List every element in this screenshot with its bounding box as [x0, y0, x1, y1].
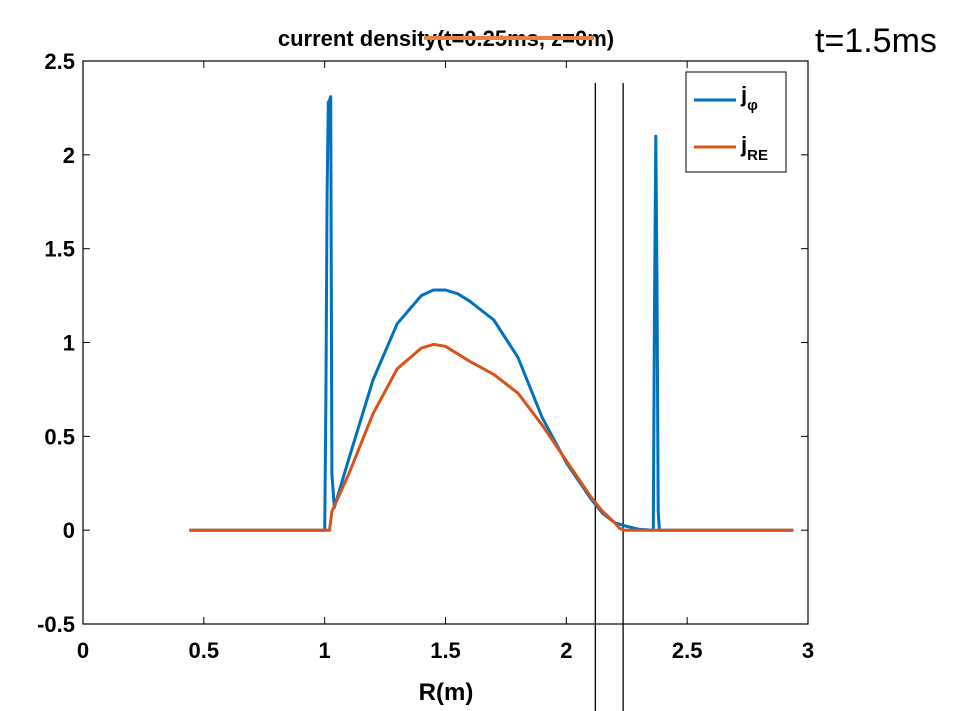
legend-entry-jre: jRE [740, 132, 768, 164]
x-tick-label-6: 3 [802, 638, 814, 663]
axes: 0 0.5 1 1.5 2 2.5 3-0.500.511.522.5 [37, 49, 814, 663]
y-tick-label-6: 2.5 [44, 49, 75, 74]
y-tick-label-4: 1.5 [44, 237, 75, 262]
series-line-0 [189, 95, 794, 532]
vertical-markers [594, 83, 624, 711]
y-tick-label-3: 1 [63, 331, 75, 356]
x-axis-label: R(m) [419, 679, 474, 706]
legend-entry-jre-sub: RE [747, 147, 768, 164]
x-tick-label-5: 2.5 [672, 638, 703, 663]
y-tick-label-1: 0 [63, 518, 75, 543]
time-annotation: t=1.5ms [815, 22, 937, 60]
y-tick-label-2: 0.5 [44, 424, 75, 449]
legend-box [685, 71, 787, 173]
legend: jφ jRE [685, 71, 787, 173]
legend-entry-jphi-sub: φ [747, 97, 758, 114]
legend-entry-jphi-name: j [740, 82, 747, 107]
series-lines [189, 95, 794, 532]
x-tick-label-4: 2 [560, 638, 572, 663]
y-tick-label-5: 2 [63, 143, 75, 168]
x-tick-label-1: 0.5 [189, 638, 220, 663]
x-tick-label-3: 1.5 [430, 638, 461, 663]
y-tick-label-0: -0.5 [37, 612, 75, 637]
legend-entry-jre-name: j [740, 132, 747, 157]
x-tick-label-2: 1 [319, 638, 331, 663]
legend-entry-jphi: jφ [740, 82, 758, 114]
x-tick-label-0: 0 [77, 638, 89, 663]
series-line-1 [189, 342, 794, 532]
